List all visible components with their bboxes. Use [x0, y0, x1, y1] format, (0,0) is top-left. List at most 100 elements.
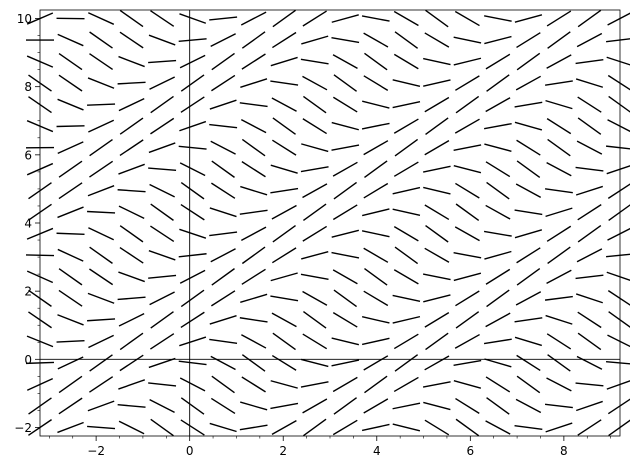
slope-segment — [363, 247, 389, 263]
slope-segment — [455, 203, 480, 222]
slope-segment — [148, 250, 176, 261]
slope-segment — [148, 274, 177, 279]
slope-segment — [118, 163, 145, 175]
slope-segment — [425, 9, 449, 28]
slope-segment — [424, 419, 450, 436]
slope-segment — [392, 79, 421, 88]
slope-segment — [455, 311, 480, 329]
slope-segment — [148, 357, 176, 369]
slope-segment — [485, 420, 511, 435]
y-axis-ticks: −2 0 2 4 6 8 10 — [14, 12, 40, 435]
slope-segment — [209, 99, 237, 110]
slope-segment — [544, 295, 573, 301]
slope-segment — [58, 397, 83, 415]
slope-segment — [57, 206, 84, 219]
slope-segment — [515, 398, 542, 414]
slope-segment — [241, 268, 266, 285]
slope-segment — [392, 294, 421, 302]
slope-segment — [179, 13, 207, 24]
slope-segment — [577, 96, 602, 113]
slope-segment — [271, 97, 297, 112]
slope-segment — [544, 403, 573, 409]
slope-segment — [271, 204, 297, 220]
slope-segment — [178, 38, 207, 42]
slope-segment — [393, 161, 419, 177]
slope-segment — [57, 314, 84, 326]
slope-segment — [394, 354, 419, 372]
slope-segment — [516, 375, 541, 394]
slope-segment — [87, 318, 116, 322]
slope-segment — [179, 228, 207, 239]
slope-segment — [422, 273, 451, 281]
slope-segment — [87, 77, 115, 89]
slope-segment — [148, 59, 177, 64]
slope-segment — [486, 74, 510, 92]
slope-segment — [514, 317, 543, 323]
y-tick-label: 8 — [24, 80, 32, 94]
slope-segment — [150, 311, 174, 329]
slope-segment — [180, 311, 205, 329]
slope-segment — [483, 122, 512, 130]
slope-segment — [180, 96, 205, 113]
slope-segment — [392, 186, 421, 195]
slope-segment — [117, 189, 146, 193]
slope-segment — [364, 375, 388, 394]
slope-segment — [424, 247, 450, 263]
y-tick-label: 4 — [24, 217, 32, 231]
slope-segment — [455, 290, 480, 307]
slope-segment — [484, 35, 512, 45]
slope-segment — [392, 402, 421, 410]
slope-segment — [363, 290, 389, 307]
slope-segment — [424, 32, 450, 48]
slope-segment — [240, 11, 267, 26]
slope-segment — [89, 354, 113, 372]
slope-segment — [209, 16, 238, 21]
slope-segment — [118, 271, 145, 283]
slope-segment — [364, 160, 388, 178]
slope-segment — [454, 226, 480, 242]
slope-segment — [118, 205, 145, 219]
slope-segment — [119, 246, 144, 264]
slope-segment — [331, 337, 360, 346]
slope-segment — [575, 78, 604, 88]
slope-segment — [57, 248, 84, 262]
slope-segment — [546, 54, 572, 69]
slope-segment — [239, 102, 268, 108]
slope-segment — [486, 181, 510, 200]
slope-segment — [546, 225, 572, 242]
slope-segment — [179, 336, 207, 347]
slope-segment — [270, 56, 298, 67]
slope-segment — [302, 225, 328, 242]
slope-segment — [576, 32, 603, 48]
slope-segment — [393, 333, 419, 350]
slope-segment — [56, 125, 85, 128]
slope-segment — [363, 398, 389, 414]
slope-segment — [302, 290, 328, 306]
slope-segment — [333, 397, 357, 415]
slope-segment — [331, 36, 360, 44]
slope-segment — [547, 138, 571, 157]
slope-segment — [270, 272, 298, 282]
x-tick-label: 0 — [186, 444, 194, 458]
slope-segment — [485, 312, 511, 328]
slope-segment — [117, 81, 146, 85]
slope-segment — [485, 204, 511, 220]
slope-segment — [87, 425, 116, 430]
slope-segment — [302, 183, 328, 199]
slope-segment — [118, 420, 145, 435]
slope-segment — [576, 140, 603, 155]
slope-segment — [546, 118, 572, 135]
slope-segment — [271, 312, 297, 328]
slope-segment — [516, 139, 541, 156]
slope-segment — [547, 246, 571, 265]
slope-segment — [575, 274, 604, 280]
slope-segment — [179, 54, 206, 69]
slope-segment — [211, 375, 235, 394]
slope-segment — [149, 183, 175, 198]
slope-segment — [485, 97, 511, 113]
slope-segment — [516, 32, 541, 49]
slope-segment — [546, 10, 572, 27]
slope-segment — [331, 251, 360, 259]
slope-segment — [89, 246, 113, 264]
